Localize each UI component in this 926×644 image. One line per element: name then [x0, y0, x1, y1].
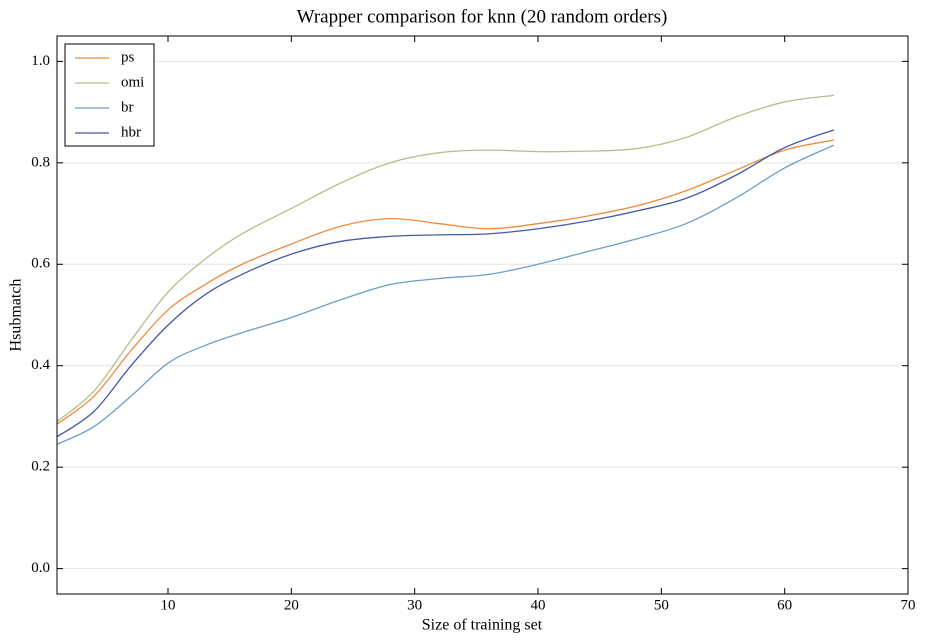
y-tick-label: 1.0 [31, 53, 50, 69]
x-tick-label: 30 [407, 597, 422, 613]
x-axis-label: Size of training set [422, 617, 543, 634]
legend-box [64, 43, 155, 147]
line [56, 139, 835, 425]
x-tick-label: 50 [654, 597, 669, 613]
line [56, 144, 835, 445]
y-tick-label: 0.4 [31, 357, 50, 373]
plot-frame [56, 35, 909, 595]
legend-label: omi [121, 74, 144, 90]
x-tick-label: 10 [161, 597, 176, 613]
y-axis-label: Hsubmatch [8, 279, 25, 352]
line [56, 129, 835, 438]
x-tick-label: 20 [284, 597, 299, 613]
legend-label: hbr [121, 124, 141, 140]
y-tick-label: 0.0 [31, 560, 50, 576]
legend-label: br [121, 99, 134, 115]
x-tick-label: 60 [777, 597, 792, 613]
y-tick-label: 0.2 [31, 459, 50, 475]
legend-label: ps [121, 49, 135, 65]
x-tick-label: 70 [901, 597, 916, 613]
line [56, 94, 835, 423]
y-tick-label: 0.6 [31, 256, 50, 272]
chart-title: Wrapper comparison for knn (20 random or… [297, 6, 668, 27]
y-tick-label: 0.8 [31, 154, 50, 170]
x-tick-label: 40 [531, 597, 546, 613]
